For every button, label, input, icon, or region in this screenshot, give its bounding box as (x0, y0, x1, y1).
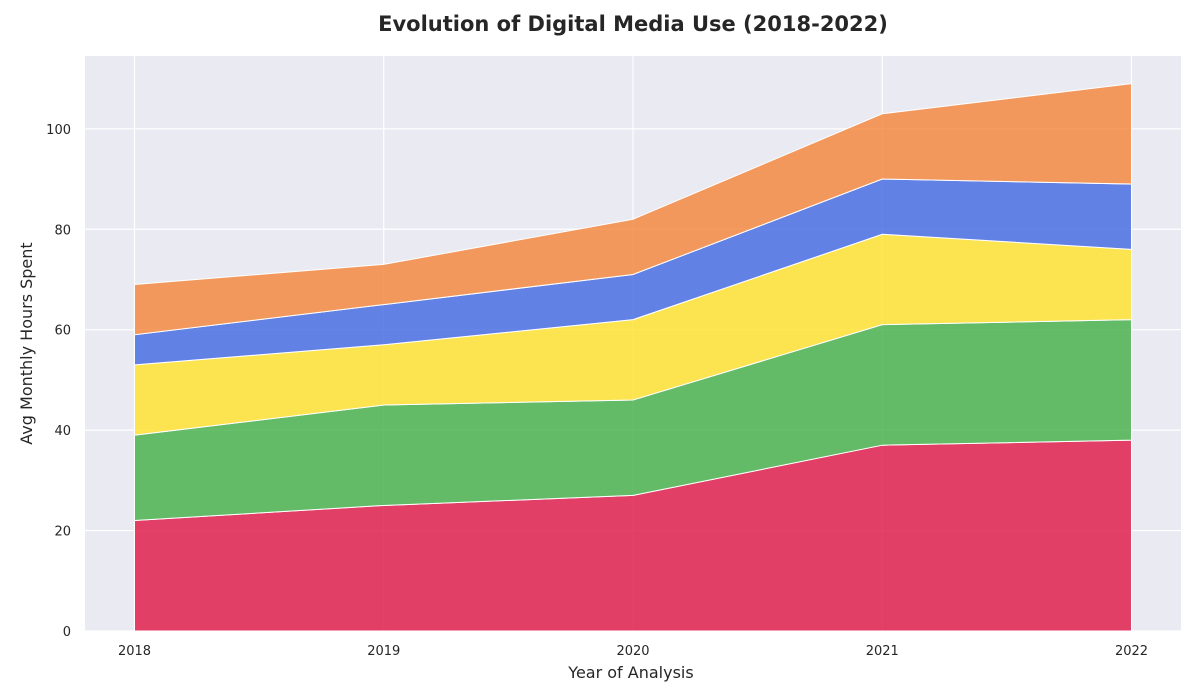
y-tick-label: 100 (46, 123, 71, 138)
area-series-5 (134, 83, 1132, 336)
y-tick-label: 40 (54, 424, 71, 439)
x-tick-label: 2021 (866, 644, 899, 659)
x-axis-label: Year of Analysis (567, 663, 693, 682)
y-tick-label: 20 (54, 525, 71, 540)
x-tick-label: 2022 (1115, 644, 1148, 659)
x-tick-label: 2018 (118, 644, 151, 659)
y-tick-label: 80 (54, 223, 71, 238)
x-tick-label: 2019 (367, 644, 400, 659)
tick-labels: 0 20 40 60 80 100 2018 2019 2020 2021 2022 (46, 123, 1148, 659)
x-tick-label: 2020 (616, 644, 649, 659)
y-tick-label: 60 (54, 324, 71, 339)
chart-title: Evolution of Digital Media Use (2018-202… (378, 12, 888, 36)
y-axis-label: Avg Monthly Hours Spent (17, 242, 36, 444)
y-tick-label: 0 (63, 625, 71, 640)
area-series-group (134, 83, 1132, 632)
